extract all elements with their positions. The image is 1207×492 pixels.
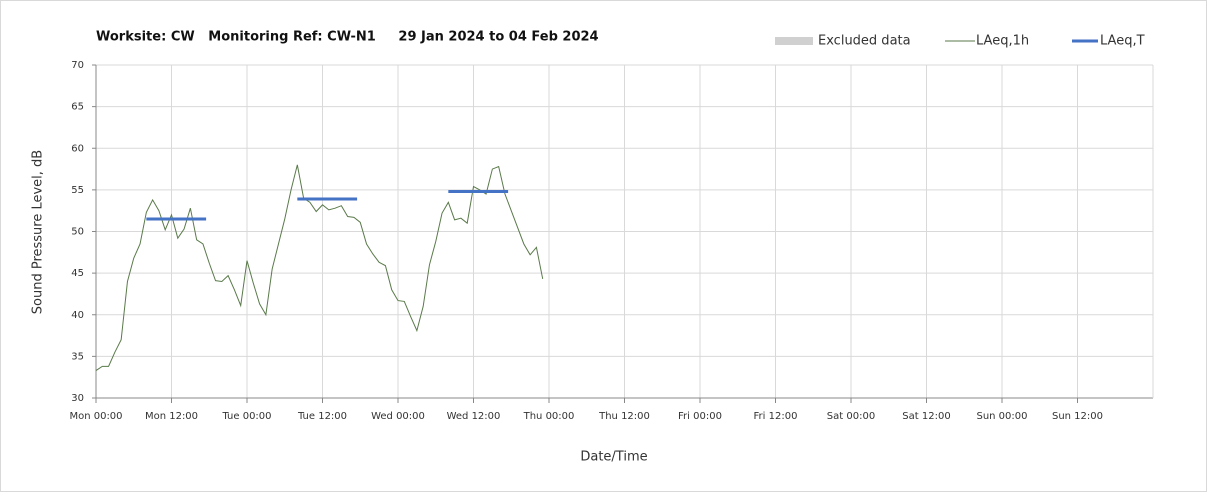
x-tick-label: Fri 12:00 [754,411,798,422]
x-tick-label: Sun 00:00 [976,411,1027,422]
y-tick-label: 45 [71,268,84,279]
x-tick-label: Sat 00:00 [827,411,875,422]
x-axis-title: Date/Time [580,450,647,465]
y-tick-label: 40 [71,310,84,321]
y-tick-label: 55 [71,185,84,196]
y-tick-label: 70 [71,60,84,71]
x-tick-label: Tue 12:00 [297,411,347,422]
x-tick-label: Wed 00:00 [371,411,425,422]
y-axis-title: Sound Pressure Level, dB [31,150,46,314]
y-tick-label: 50 [71,227,84,238]
x-tick-label: Fri 00:00 [678,411,722,422]
legend-swatch [775,37,813,45]
legend-label: Excluded data [818,34,911,49]
y-tick-label: 60 [71,143,84,154]
x-tick-label: Mon 12:00 [145,411,198,422]
x-tick-label: Thu 12:00 [598,411,650,422]
legend-label: LAeq,T [1100,34,1145,49]
x-tick-label: Sat 12:00 [902,411,950,422]
y-tick-label: 30 [71,393,84,404]
chart-title: Worksite: CW Monitoring Ref: CW-N1 29 Ja… [96,30,599,45]
x-tick-label: Tue 00:00 [221,411,271,422]
x-tick-label: Mon 00:00 [69,411,122,422]
y-tick-label: 35 [71,351,84,362]
legend-label: LAeq,1h [976,34,1029,49]
x-tick-label: Thu 00:00 [523,411,575,422]
x-tick-label: Sun 12:00 [1052,411,1103,422]
x-tick-label: Wed 12:00 [447,411,501,422]
line-1 [95,164,544,371]
y-tick-label: 65 [71,102,84,113]
